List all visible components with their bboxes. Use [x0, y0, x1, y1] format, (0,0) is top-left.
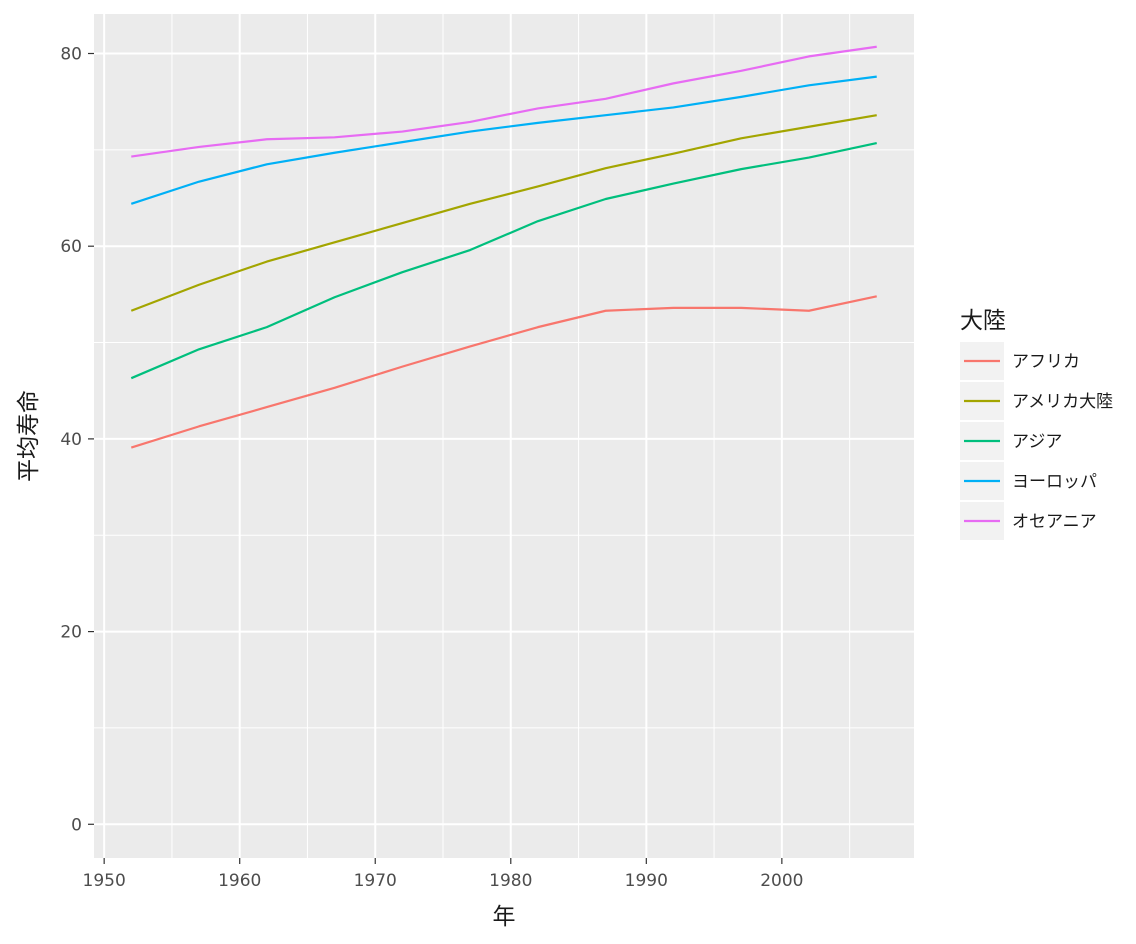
x-tick-label: 1960 — [218, 871, 261, 891]
y-axis-title: 平均寿命 — [16, 390, 42, 482]
legend-label: オセアニア — [1012, 512, 1097, 532]
series-line-3 — [130, 142, 877, 380]
legend-item-1: アフリカ — [960, 342, 1080, 380]
legend-item-2: アメリカ大陸 — [960, 382, 1113, 420]
x-tick-label: 1970 — [354, 871, 397, 891]
y-tick-label: 0 — [71, 815, 82, 835]
y-tick-label: 40 — [60, 430, 82, 450]
y-axis: 0 20 40 60 80 — [60, 45, 94, 835]
legend-item-3: アジア — [960, 422, 1062, 460]
legend-label: アメリカ大陸 — [1012, 392, 1113, 412]
grid-minor — [94, 14, 914, 858]
y-tick-label: 60 — [60, 237, 82, 257]
x-axis: 1950 1960 1970 1980 1990 2000 — [83, 858, 803, 891]
legend-label: ヨーロッパ — [1012, 472, 1097, 492]
grid-major — [94, 14, 914, 858]
legend-label: アフリカ — [1012, 352, 1080, 372]
y-tick-label: 80 — [60, 45, 82, 65]
legend-title: 大陸 — [960, 308, 1006, 334]
x-tick-label: 1950 — [83, 871, 126, 891]
y-tick-label: 20 — [60, 623, 82, 643]
legend-item-4: ヨーロッパ — [960, 462, 1097, 500]
legend-label: アジア — [1012, 432, 1062, 452]
legend-item-5: オセアニア — [960, 502, 1097, 540]
series-line-2 — [130, 114, 877, 312]
x-tick-label: 1990 — [625, 871, 668, 891]
series-line-5 — [131, 45, 877, 158]
x-tick-label: 2000 — [760, 871, 803, 891]
series-line-4 — [130, 75, 877, 205]
plot-panel — [94, 14, 914, 858]
series-line-1 — [130, 295, 877, 449]
x-tick-label: 1980 — [489, 871, 532, 891]
series-lines — [130, 45, 877, 449]
x-axis-title: 年 — [493, 904, 516, 930]
